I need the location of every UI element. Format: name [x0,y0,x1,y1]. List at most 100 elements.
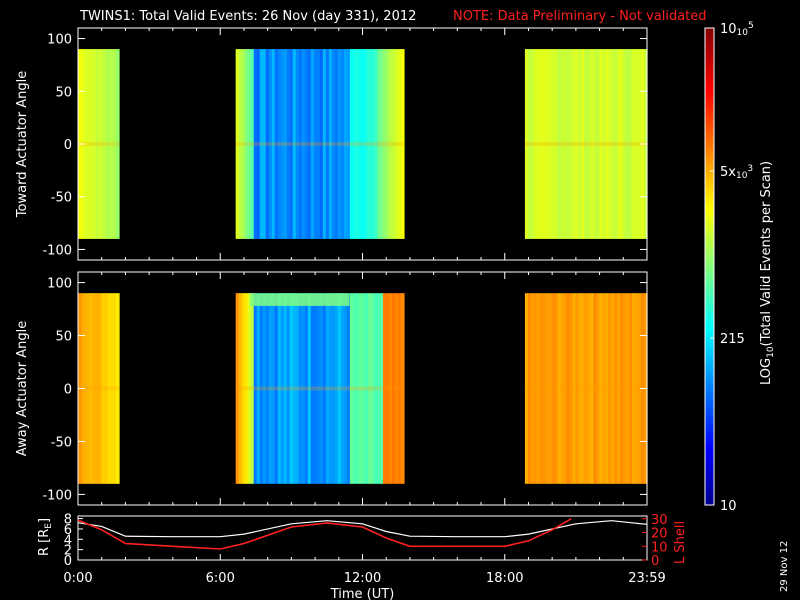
heatmap-column [337,293,342,484]
heatmap-column [283,293,288,484]
heatmap-column [536,293,541,484]
heatmap-column [364,293,369,484]
heatmap-column [289,293,294,484]
heatmap-column [539,49,544,239]
heatmap-column [527,293,532,484]
heatmap-column [319,49,324,239]
heatmap-column [617,49,621,239]
heatmap-column [274,293,279,484]
colorbar-tick-label: 5x103 [720,164,753,181]
heatmap-column [533,49,538,239]
heatmap-column [241,49,246,239]
heatmap-column [557,49,562,239]
heatmap-column [340,293,345,484]
heatmap-column [388,293,393,484]
heatmap-column [268,293,273,484]
heatmap-column [614,49,618,239]
heatmap-column [388,49,393,239]
heatmap-column [530,293,535,484]
top-angle-strip [249,293,350,306]
heatmap-column [385,49,390,239]
y-tick-label-left: 4 [64,533,72,548]
heatmap-column [391,293,396,484]
y-tick-label-left: 0 [64,554,72,569]
heatmap-column [608,49,612,239]
heatmap-column [376,293,381,484]
heatmap-column [89,49,94,239]
heatmap-column [563,293,568,484]
heatmap-column [572,293,577,484]
y-tick-label-right: 20 [651,527,668,542]
heatmap-column [400,293,405,484]
colorbar-tick-label: 215 [720,332,745,347]
heatmap-column [295,49,300,239]
heatmap-column [95,293,100,484]
heatmap-column [92,293,97,484]
x-tick-label: 6:00 [206,571,235,586]
heatmap-column [322,49,327,239]
heatmap-column [328,49,333,239]
heatmap-column [584,293,589,484]
heatmap-column [611,293,615,484]
heatmap-column [536,49,541,239]
heatmap-column [104,293,108,484]
heatmap-column [548,49,553,239]
heatmap-column [397,293,402,484]
zero-angle-band [235,386,404,391]
heatmap-column [83,293,88,484]
heatmap-column [542,49,547,239]
heatmap-column [551,49,556,239]
heatmap-column [578,49,583,239]
heatmap-column [310,293,315,484]
y-tick-label: -100 [42,488,72,503]
heatmap-column [632,293,636,484]
heatmap-column [584,49,589,239]
heatmap-column [337,49,342,239]
heatmap-column [382,49,387,239]
y-tick-label: 0 [64,138,72,153]
heatmap-column [569,49,574,239]
heatmap-column [277,293,282,484]
y-axis-label-right: L Shell [673,521,688,564]
heatmap-column [361,49,366,239]
heatmap-column [92,49,97,239]
heatmap-column [244,293,249,484]
heatmap-column [590,293,594,484]
heatmap-column [608,293,612,484]
heatmap-column [301,293,306,484]
heatmap-column [277,49,282,239]
heatmap-column [358,49,363,239]
heatmap-column [107,293,111,484]
heatmap-column [325,293,330,484]
heatmap-column [89,293,94,484]
heatmap-column [241,293,246,484]
heatmap-column [352,49,357,239]
heatmap-column [566,49,571,239]
heatmap-column [238,49,243,239]
y-tick-label: 100 [47,277,72,292]
heatmap-column [617,293,621,484]
heatmap-column [235,293,240,484]
y-tick-label-left: 2 [64,544,72,559]
zero-angle-band [235,141,404,147]
heatmap-column [352,293,357,484]
heatmap-column [397,49,402,239]
heatmap-column [104,49,108,239]
heatmap-column [349,293,354,484]
heatmap-column [313,293,318,484]
heatmap-column [632,49,636,239]
heatmap-column [349,49,354,239]
heatmap-column [286,293,291,484]
heatmap-column [394,293,399,484]
heatmap-column [629,49,633,239]
heatmap-column [334,49,339,239]
heatmap-column [238,293,243,484]
heatmap-column [304,293,309,484]
heatmap-column [113,293,117,484]
heatmap-column [310,49,315,239]
heatmap-column [539,293,544,484]
heatmap-column [593,49,597,239]
x-tick-label: 12:00 [344,571,381,586]
heatmap-column [635,49,639,239]
